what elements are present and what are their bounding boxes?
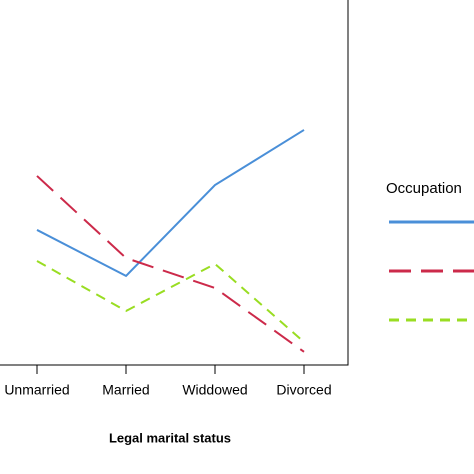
legend-title: Occupation xyxy=(386,180,462,197)
x-tick-label: Widdowed xyxy=(182,382,247,398)
x-tick-label: Married xyxy=(102,382,149,398)
line-series xyxy=(36,129,305,278)
plot-frame xyxy=(0,0,349,366)
x-tick-label: Divorced xyxy=(276,382,331,398)
x-tick-label: Unmarried xyxy=(4,382,69,398)
x-axis-label: Legal marital status xyxy=(109,430,231,445)
line-series xyxy=(36,260,305,343)
line-series xyxy=(36,175,305,353)
